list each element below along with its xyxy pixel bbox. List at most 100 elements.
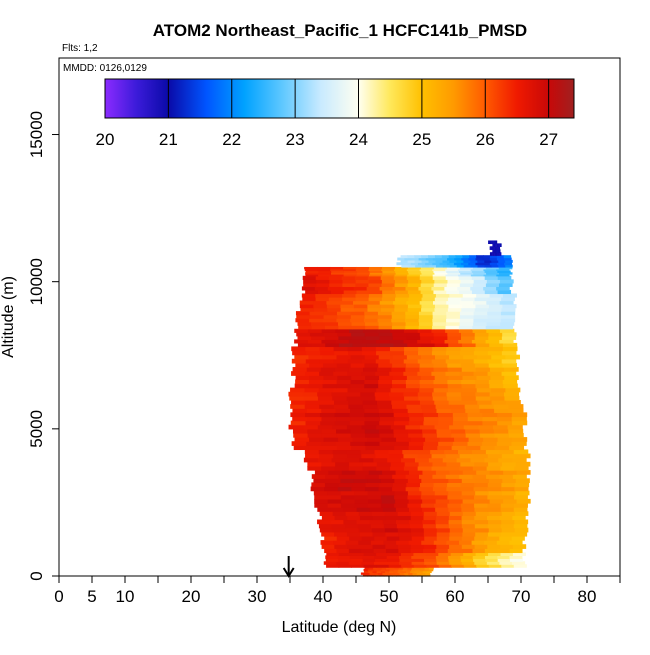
profile-cell	[327, 490, 342, 496]
profile-cell	[474, 335, 489, 340]
profile-cell	[354, 494, 369, 500]
profile-cell	[340, 478, 355, 484]
profile-cell	[389, 568, 395, 572]
profile-cell	[449, 293, 464, 298]
profile-cell	[309, 332, 325, 337]
profile-cell	[448, 523, 463, 529]
profile-cell	[472, 555, 486, 559]
profile-cell	[499, 339, 514, 344]
profile-cell	[432, 395, 448, 401]
profile-cell	[377, 318, 392, 323]
profile-cell	[400, 574, 406, 577]
profile-cell	[352, 437, 368, 442]
profile-cell	[450, 404, 466, 409]
profile-cell	[390, 461, 406, 467]
profile-cell	[512, 474, 527, 479]
profile-cell	[394, 490, 409, 496]
profile-cell	[308, 445, 324, 451]
profile-cell	[317, 266, 331, 270]
profile-cell	[317, 395, 333, 401]
profile-cell	[503, 255, 512, 259]
profile-cell	[502, 304, 517, 309]
profile-cell	[353, 304, 368, 309]
profile-cell	[350, 416, 366, 422]
profile-cell	[306, 408, 322, 413]
profile-cell	[328, 293, 343, 298]
profile-cell	[494, 445, 510, 451]
profile-cell	[303, 282, 317, 287]
profile-cell	[491, 400, 507, 405]
profile-cell	[319, 527, 334, 533]
profile-cell	[410, 262, 419, 266]
profile-cell	[343, 266, 357, 270]
profile-cell	[500, 321, 515, 326]
profile-cell	[379, 342, 395, 348]
profile-cell	[351, 332, 366, 337]
profile-cell	[324, 486, 339, 492]
profile-cell	[321, 461, 336, 467]
profile-cell	[350, 558, 364, 562]
profile-cell	[307, 465, 322, 471]
profile-cell	[492, 424, 509, 430]
profile-cell	[361, 371, 376, 376]
profile-cell	[433, 379, 448, 385]
profile-cell	[311, 325, 326, 330]
profile-cell	[333, 540, 347, 545]
profile-cell	[448, 555, 461, 559]
profile-cell	[305, 274, 319, 277]
profile-cell	[445, 371, 461, 376]
profile-cell	[307, 461, 322, 467]
profile-cell	[292, 428, 308, 434]
profile-cell	[502, 362, 517, 368]
profile-cell	[405, 311, 420, 316]
profile-cell	[311, 321, 326, 326]
profile-cell	[394, 567, 400, 570]
profile-cell	[475, 395, 491, 401]
profile-cell	[496, 257, 505, 261]
profile-cell	[442, 259, 451, 263]
profile-cell	[471, 449, 487, 455]
profile-cell	[406, 568, 412, 572]
profile-cell	[494, 408, 510, 413]
profile-cell	[327, 307, 342, 312]
profile-heatmap	[288, 240, 531, 577]
profile-cell	[404, 350, 419, 356]
profile-cell	[356, 289, 370, 295]
profile-cell	[423, 544, 437, 549]
profile-cell	[349, 420, 366, 426]
profile-cell	[363, 552, 377, 556]
profile-cell	[364, 420, 380, 426]
profile-cell	[388, 564, 402, 568]
profile-cell	[417, 465, 433, 471]
profile-cell	[431, 328, 446, 333]
profile-cell	[411, 555, 425, 559]
profile-cell	[396, 574, 402, 577]
profile-cell	[435, 264, 444, 268]
profile-cell	[505, 387, 521, 393]
profile-cell	[421, 574, 427, 577]
profile-cell	[446, 321, 461, 326]
profile-cell	[405, 286, 420, 291]
profile-cell	[473, 311, 488, 316]
profile-cell	[334, 420, 351, 426]
profile-cell	[325, 474, 340, 479]
profile-cell	[335, 328, 350, 333]
profile-cell	[498, 457, 513, 463]
profile-cell	[379, 428, 395, 434]
profile-cell	[489, 383, 504, 389]
profile-cell	[288, 424, 304, 430]
profile-cell	[405, 570, 411, 574]
profile-cell	[496, 252, 499, 256]
profile-cell	[397, 257, 405, 261]
profile-cell	[319, 346, 335, 352]
profile-cell	[420, 342, 436, 348]
profile-cell	[403, 465, 419, 471]
profile-cell	[504, 395, 520, 401]
profile-cell	[321, 515, 336, 521]
profile-cell	[372, 570, 378, 574]
profile-cell	[324, 535, 338, 541]
profile-cell	[488, 379, 504, 385]
profile-cell	[475, 262, 484, 266]
profile-cell	[432, 474, 447, 479]
profile-cell	[291, 346, 306, 352]
